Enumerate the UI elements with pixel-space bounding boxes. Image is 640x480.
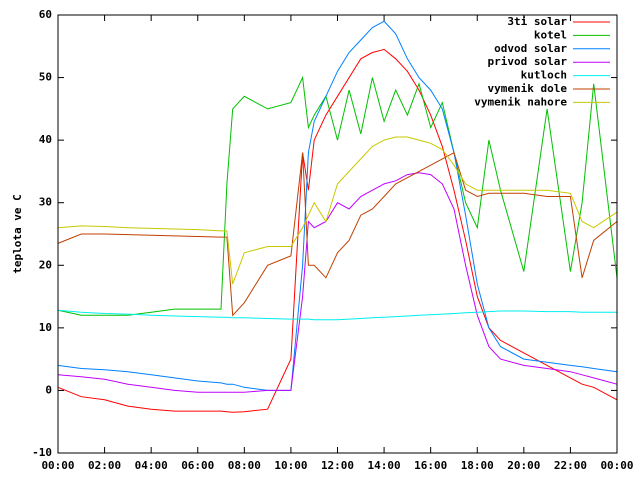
series-line xyxy=(57,48,618,413)
series-line xyxy=(57,20,618,391)
x-tick-label: 10:00 xyxy=(274,459,307,472)
x-tick-label: 00:00 xyxy=(600,459,633,472)
x-tick-label: 06:00 xyxy=(181,459,214,472)
y-tick-label: 40 xyxy=(39,133,52,146)
legend-label: 3ti solar xyxy=(507,15,567,28)
y-axis-label: teplota ve C xyxy=(11,194,24,273)
x-tick-label: 22:00 xyxy=(554,459,587,472)
x-tick-label: 02:00 xyxy=(88,459,121,472)
x-tick-label: 12:00 xyxy=(321,459,354,472)
y-tick-label: -10 xyxy=(32,446,52,459)
y-tick-label: 60 xyxy=(39,8,52,21)
x-tick-label: 04:00 xyxy=(135,459,168,472)
y-tick-label: 20 xyxy=(39,258,52,271)
series-line xyxy=(57,75,618,316)
legend-label: vymenik dole xyxy=(488,82,568,95)
series-line xyxy=(57,309,617,321)
series-line xyxy=(57,172,618,393)
y-tick-label: 50 xyxy=(39,71,52,84)
y-tick-label: 30 xyxy=(39,196,52,209)
legend-label: kotel xyxy=(534,28,567,41)
legend-label: privod solar xyxy=(488,55,568,68)
x-tick-label: 08:00 xyxy=(228,459,261,472)
x-tick-label: 20:00 xyxy=(507,459,540,472)
series-line xyxy=(57,151,618,317)
x-tick-label: 16:00 xyxy=(414,459,447,472)
legend-label: odvod solar xyxy=(494,42,567,55)
plot-border xyxy=(57,14,618,454)
x-tick-label: 18:00 xyxy=(461,459,494,472)
series-line xyxy=(57,136,618,285)
y-tick-label: 10 xyxy=(39,321,52,334)
legend-label: kutloch xyxy=(521,69,567,82)
x-tick-label: 14:00 xyxy=(368,459,401,472)
y-tick-label: 0 xyxy=(45,383,52,396)
x-tick-label: 00:00 xyxy=(41,459,74,472)
legend-label: vymenik nahore xyxy=(474,95,567,108)
